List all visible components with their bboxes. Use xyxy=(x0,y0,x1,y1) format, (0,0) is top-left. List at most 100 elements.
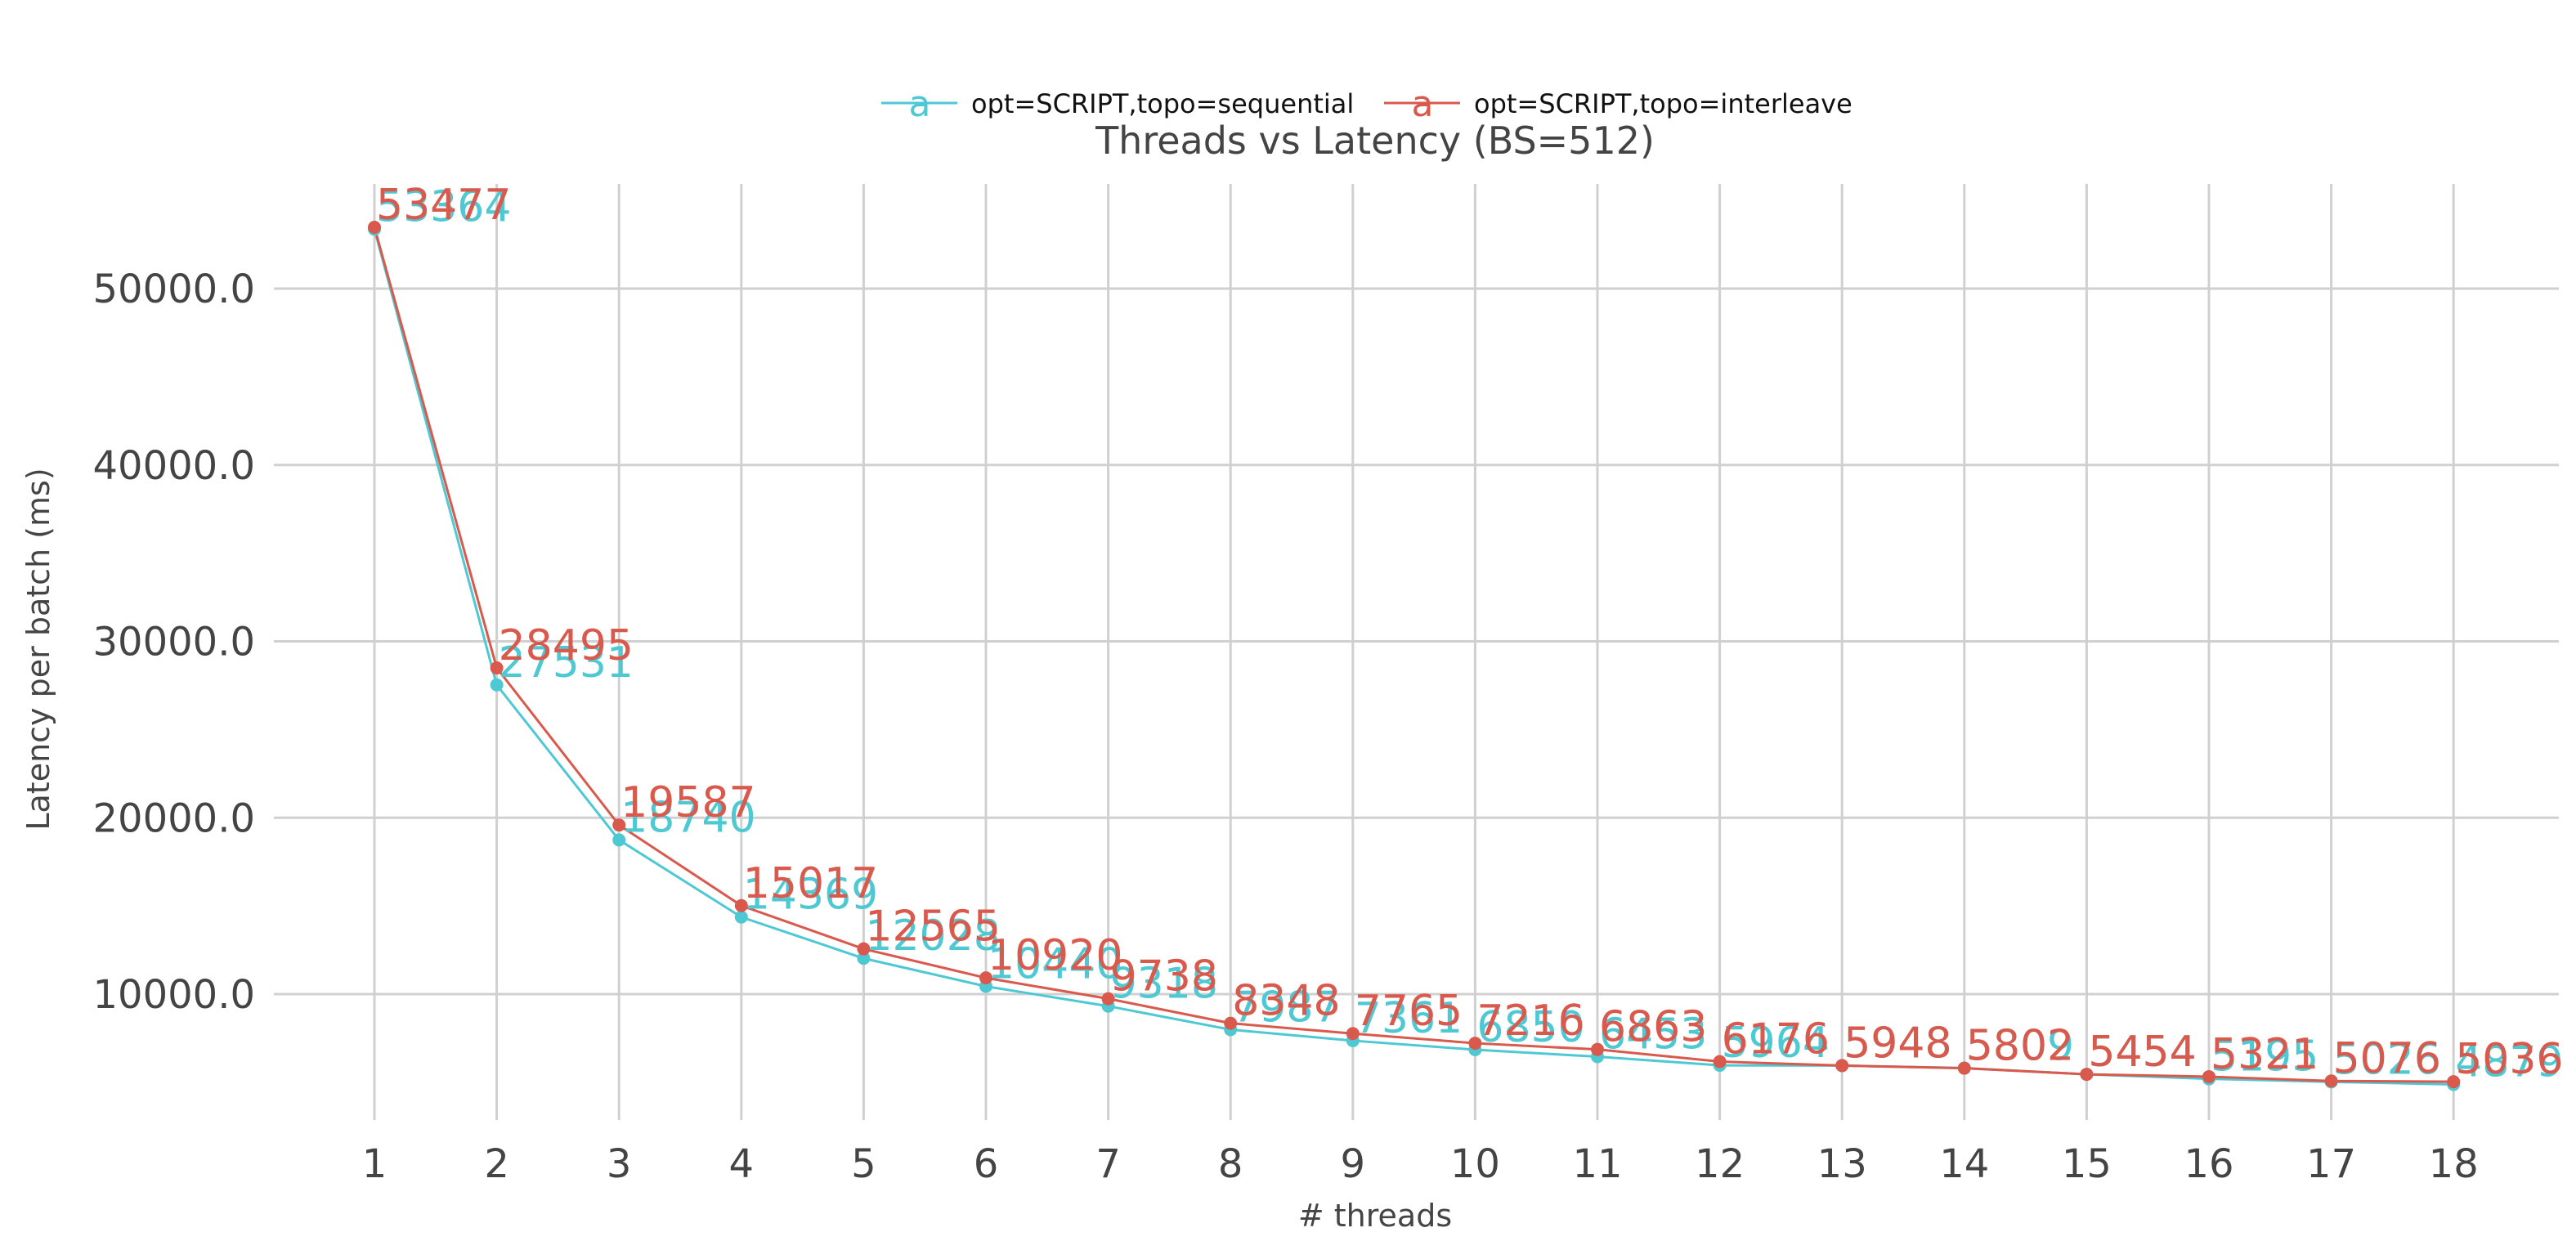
data-label: 7216 xyxy=(1476,997,1584,1046)
data-point xyxy=(734,910,748,924)
data-label: 5948 xyxy=(1844,1019,1951,1068)
data-label: 5454 xyxy=(2088,1028,2196,1077)
x-tick-label: 11 xyxy=(1572,1141,1622,1187)
data-point xyxy=(2324,1074,2338,1088)
grid xyxy=(274,184,2559,1120)
data-point xyxy=(612,833,626,847)
data-point xyxy=(612,818,626,832)
data-point xyxy=(1835,1059,1849,1073)
x-tick-label: 6 xyxy=(974,1141,999,1187)
data-label: 53477 xyxy=(376,181,511,230)
data-point xyxy=(857,942,871,956)
legend-item-2[interactable]: a opt=SCRIPT,topo=interleave xyxy=(1384,83,1852,125)
x-tick-label: 9 xyxy=(1341,1141,1366,1187)
legend-label: opt=SCRIPT,topo=sequential xyxy=(971,88,1354,119)
y-tick-labels: 10000.0 20000.0 30000.0 40000.0 50000.0 xyxy=(93,267,256,1018)
data-label: 27531 xyxy=(499,638,634,688)
data-label: 12028 xyxy=(865,912,1000,961)
data-label: 9318 xyxy=(1110,960,1218,1009)
x-tick-label: 16 xyxy=(2184,1141,2233,1187)
data-label: 9738 xyxy=(1110,952,1218,1001)
data-label: 18740 xyxy=(620,793,755,842)
data-point xyxy=(1346,1027,1360,1041)
data-point xyxy=(2080,1068,2094,1082)
y-tick-label: 30000.0 xyxy=(93,620,256,665)
data-label: 5076 xyxy=(2333,1034,2441,1083)
data-point xyxy=(857,952,871,966)
data-label: 5195 xyxy=(2211,1033,2318,1082)
data-label: 5321 xyxy=(2211,1030,2318,1079)
x-tick-label: 14 xyxy=(1939,1141,1989,1187)
data-point xyxy=(1101,992,1115,1006)
data-label: 5948 xyxy=(1844,1019,1951,1068)
data-label: 15017 xyxy=(743,859,878,908)
series-line-1 xyxy=(373,229,2454,1086)
x-tick-label: 3 xyxy=(607,1141,632,1187)
data-point xyxy=(1468,1037,1482,1051)
x-axis-label: # threads xyxy=(1298,1198,1452,1234)
y-tick-label: 40000.0 xyxy=(93,443,256,489)
data-label: 6850 xyxy=(1476,1003,1584,1052)
legend-marker: a xyxy=(1412,83,1434,125)
x-tick-label: 2 xyxy=(484,1141,509,1187)
series-lines xyxy=(373,226,2454,1086)
x-tick-label: 8 xyxy=(1218,1141,1243,1187)
data-point xyxy=(368,220,381,234)
data-label: 8348 xyxy=(1232,977,1340,1026)
x-tick-label: 4 xyxy=(729,1141,755,1187)
x-tick-label: 5 xyxy=(851,1141,876,1187)
data-label: 4879 xyxy=(2455,1037,2563,1087)
data-label: 5026 xyxy=(2333,1035,2441,1084)
data-label: 5809 xyxy=(1966,1021,2074,1070)
data-points xyxy=(368,220,2461,1091)
data-label: 7765 xyxy=(1355,987,1463,1036)
x-tick-label: 15 xyxy=(2062,1141,2112,1187)
data-label: 5802 xyxy=(1966,1022,2074,1071)
data-point xyxy=(1591,1042,1604,1056)
data-point xyxy=(734,898,748,912)
data-label: 14369 xyxy=(743,871,878,920)
series-line-2 xyxy=(373,226,2454,1083)
data-label: 19587 xyxy=(620,778,755,827)
legend-item-1[interactable]: a opt=SCRIPT,topo=sequential xyxy=(881,83,1354,125)
data-label: 5964 xyxy=(1722,1019,1830,1068)
legend[interactable]: a opt=SCRIPT,topo=sequential a opt=SCRIPT,t… xyxy=(881,83,1852,125)
data-label: 10920 xyxy=(988,931,1122,980)
data-label: 6176 xyxy=(1722,1015,1830,1064)
y-tick-label: 50000.0 xyxy=(93,267,256,312)
data-point xyxy=(2202,1069,2215,1083)
data-label: 7361 xyxy=(1355,994,1463,1043)
data-label: 6453 xyxy=(1599,1010,1707,1060)
x-tick-label: 18 xyxy=(2429,1141,2479,1187)
data-label: 12565 xyxy=(865,903,1000,952)
data-label: 28495 xyxy=(499,621,634,670)
x-tick-label: 12 xyxy=(1695,1141,1745,1187)
data-point xyxy=(1957,1061,1971,1075)
y-tick-label: 20000.0 xyxy=(93,795,256,841)
y-axis-label: Latency per batch (ms) xyxy=(20,468,56,830)
data-point xyxy=(1713,1055,1727,1069)
x-tick-label: 17 xyxy=(2306,1141,2356,1187)
data-point xyxy=(2447,1075,2461,1089)
data-point xyxy=(490,661,504,674)
data-point xyxy=(1224,1016,1238,1030)
legend-marker: a xyxy=(909,83,931,125)
data-label: 10440 xyxy=(988,940,1122,989)
data-point xyxy=(490,678,504,692)
chart-title: Threads vs Latency (BS=512) xyxy=(1095,119,1655,163)
data-label: 7987 xyxy=(1232,983,1340,1032)
data-point xyxy=(979,971,992,985)
x-tick-label: 1 xyxy=(362,1141,388,1187)
x-tick-label: 10 xyxy=(1450,1141,1500,1187)
legend-label: opt=SCRIPT,topo=interleave xyxy=(1474,88,1852,119)
data-label: 5036 xyxy=(2455,1035,2563,1084)
data-label: 6863 xyxy=(1599,1003,1707,1052)
data-label: 5454 xyxy=(2088,1028,2196,1077)
y-tick-label: 10000.0 xyxy=(93,972,256,1018)
x-tick-label: 13 xyxy=(1817,1141,1867,1187)
x-tick-label: 7 xyxy=(1095,1141,1121,1187)
data-label: 53364 xyxy=(376,182,511,231)
x-tick-labels: 1 2 3 4 5 6 7 8 9 10 11 12 13 14 15 16 17 18 xyxy=(362,1141,2479,1187)
